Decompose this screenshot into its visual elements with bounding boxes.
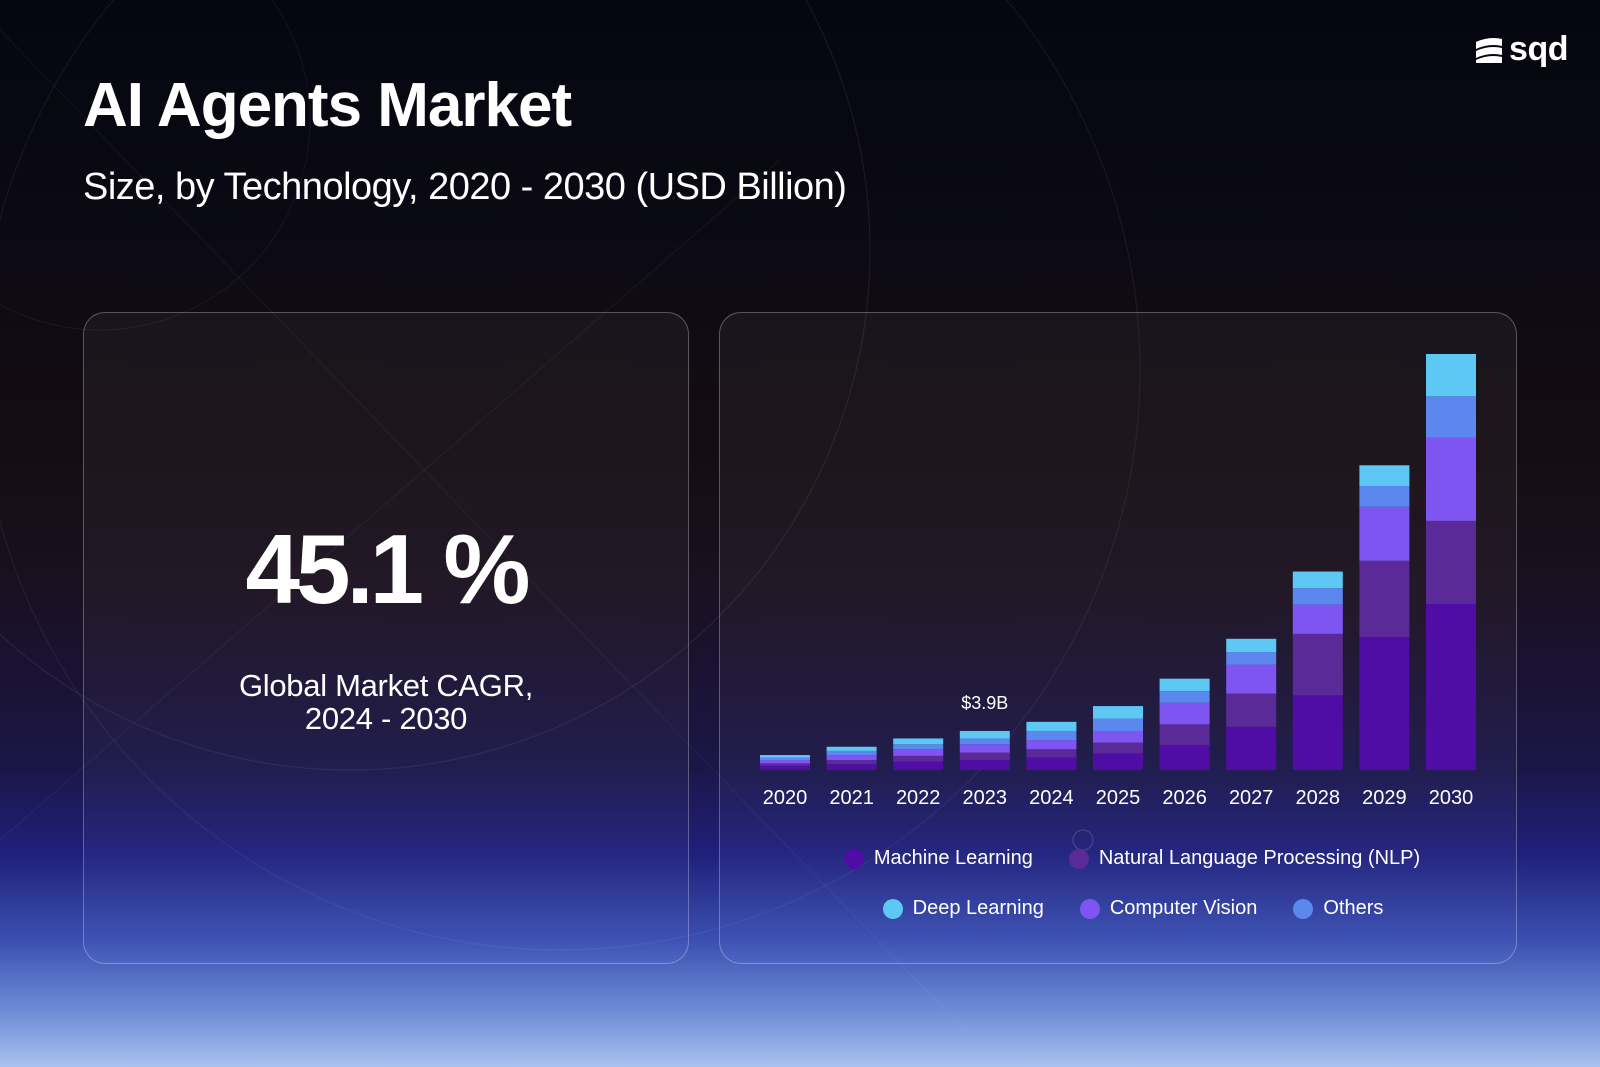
legend-label: Natural Language Processing (NLP): [1098, 847, 1421, 869]
legend-item: Deep Learning: [882, 897, 1044, 920]
bar-segment-2020-others: [760, 757, 810, 761]
bar-segment-2030-deep-learning: [1426, 354, 1476, 397]
x-tick-label: 2029: [1362, 787, 1407, 809]
bar-segment-2030-natural-language-processing-nlp: [1426, 520, 1476, 604]
bar-segment-2030-computer-vision: [1426, 437, 1476, 521]
x-tick-label: 2023: [963, 787, 1008, 809]
bar-segment-2026-machine-learning: [1159, 745, 1210, 770]
legend-swatch: [1293, 898, 1314, 919]
legend-label: Machine Learning: [873, 847, 1033, 869]
sqd-logo: sqd: [1475, 30, 1568, 69]
bar-segment-2022-computer-vision: [893, 749, 944, 756]
bar-segment-2029-computer-vision: [1359, 506, 1410, 561]
bar-segment-2029-machine-learning: [1359, 637, 1410, 770]
bar-segment-2022-deep-learning: [893, 738, 944, 745]
bar-segment-2023-machine-learning: [959, 760, 1010, 770]
x-tick-label: 2021: [829, 787, 874, 809]
logo-wordmark: sqd: [1509, 30, 1568, 68]
cagr-label: Global Market CAGR, 2024 - 2030: [84, 669, 688, 735]
x-tick-label: 2020: [763, 787, 808, 809]
bar-segment-2021-computer-vision: [826, 755, 877, 761]
page-subtitle: Size, by Technology, 2020 - 2030 (USD Bi…: [83, 166, 847, 208]
bar-segment-2023-natural-language-processing-nlp: [959, 752, 1010, 761]
cagr-label-line1: Global Market CAGR,: [238, 668, 534, 703]
bar-segment-2027-deep-learning: [1226, 638, 1277, 653]
x-tick-label: 2025: [1096, 787, 1141, 809]
bar-segment-2029-deep-learning: [1359, 465, 1410, 487]
data-label-annotation: $3.9B: [961, 693, 1008, 713]
x-tick-label: 2027: [1229, 787, 1274, 809]
bar-segment-2026-others: [1159, 691, 1210, 703]
legend-item: Natural Language Processing (NLP): [1068, 847, 1421, 870]
bar-segment-2026-natural-language-processing-nlp: [1159, 724, 1210, 746]
legend-row-2: Deep Learning Computer Vision Others: [735, 897, 1531, 920]
legend-swatch: [882, 898, 903, 919]
bar-segment-2024-computer-vision: [1026, 740, 1077, 750]
sqd-logo-mark-icon: [1476, 37, 1503, 63]
x-tick-label: 2022: [896, 787, 941, 809]
legend-item: Others: [1293, 897, 1383, 920]
bar-segment-2020-deep-learning: [760, 755, 810, 758]
bar-segment-2025-deep-learning: [1093, 706, 1143, 719]
bar-segment-2028-machine-learning: [1292, 695, 1343, 770]
x-tick-label: 2028: [1296, 787, 1341, 809]
bar-segment-2025-others: [1093, 718, 1143, 731]
legend-label: Deep Learning: [912, 897, 1044, 919]
x-tick-label: 2024: [1029, 787, 1074, 809]
bar-segment-2021-others: [826, 750, 877, 756]
bar-segment-2027-others: [1226, 652, 1277, 665]
chart-card: 2020 2021 2022 2023 2024 2025 2026 2027 2028 2029…: [719, 312, 1517, 964]
bar-segment-2028-others: [1292, 588, 1343, 605]
legend-label: Computer Vision: [1109, 897, 1258, 919]
bar-segment-2020-machine-learning: [760, 765, 810, 770]
legend-label: Others: [1323, 897, 1384, 919]
cagr-card: 45.1 % Global Market CAGR, 2024 - 2030: [83, 312, 689, 964]
x-tick-label: 2030: [1429, 787, 1474, 809]
bar-segment-2020-natural-language-processing-nlp: [760, 763, 810, 766]
legend-row-1: Machine Learning Natural Language Process…: [734, 847, 1530, 870]
bar-segment-2027-machine-learning: [1226, 726, 1277, 770]
bar-segment-2028-deep-learning: [1292, 571, 1343, 589]
bar-segment-2022-machine-learning: [893, 761, 944, 770]
bar-segment-2030-machine-learning: [1426, 603, 1476, 770]
bar-segment-2029-natural-language-processing-nlp: [1359, 560, 1410, 638]
bar-segment-2021-machine-learning: [826, 764, 877, 770]
bar-segment-2025-natural-language-processing-nlp: [1093, 742, 1143, 754]
bar-segment-2028-natural-language-processing-nlp: [1292, 633, 1343, 696]
bar-segment-2026-computer-vision: [1159, 702, 1210, 725]
bar-segment-2024-natural-language-processing-nlp: [1026, 749, 1077, 758]
bar-segment-2025-computer-vision: [1093, 730, 1143, 743]
bar-segment-2021-natural-language-processing-nlp: [826, 760, 877, 765]
bar-segment-2023-computer-vision: [959, 744, 1010, 753]
bar-segment-2020-computer-vision: [760, 760, 810, 764]
bar-segment-2023-deep-learning: [959, 730, 1010, 739]
bar-segment-2027-natural-language-processing-nlp: [1226, 693, 1277, 727]
page-title: AI Agents Market: [83, 71, 572, 140]
bar-segment-2029-others: [1359, 486, 1410, 507]
cagr-value: 45.1 %: [245, 514, 530, 624]
bar-segment-2023-others: [959, 738, 1010, 745]
legend-swatch: [843, 848, 864, 869]
bar-segment-2026-deep-learning: [1159, 678, 1210, 692]
bar-segment-2024-others: [1026, 730, 1077, 741]
bar-segment-2021-deep-learning: [826, 746, 877, 751]
bar-segment-2022-others: [893, 744, 944, 750]
legend-item: Computer Vision: [1079, 897, 1258, 920]
bar-segment-2030-others: [1426, 396, 1476, 438]
bar-segment-2022-natural-language-processing-nlp: [893, 755, 944, 762]
x-tick-label: 2026: [1162, 787, 1207, 809]
bar-segment-2025-machine-learning: [1093, 753, 1143, 770]
legend-item: Machine Learning: [843, 847, 1033, 870]
legend-swatch: [1068, 848, 1089, 869]
bar-segment-2027-computer-vision: [1226, 664, 1277, 694]
bar-segment-2024-deep-learning: [1026, 721, 1077, 731]
legend-swatch: [1079, 898, 1100, 919]
stacked-bar-chart: 2020 2021 2022 2023 2024 2025 2026 2027 2028 2029…: [760, 354, 1476, 809]
bar-segment-2024-machine-learning: [1026, 757, 1077, 770]
cagr-label-line2: 2024 - 2030: [304, 701, 468, 736]
bar-segment-2028-computer-vision: [1292, 604, 1343, 634]
